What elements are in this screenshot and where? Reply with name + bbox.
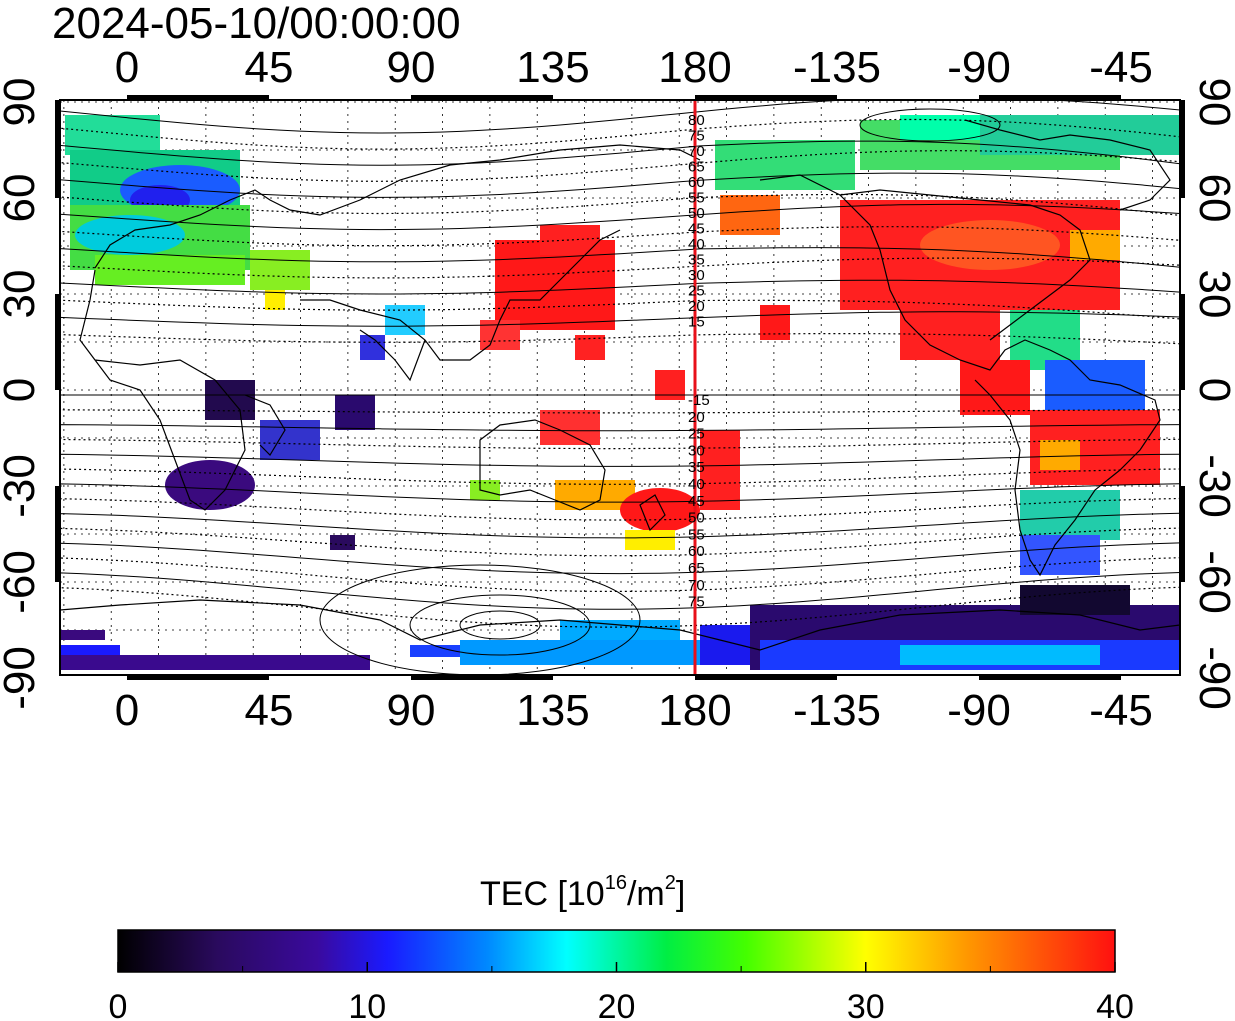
- y-tick-left-label: 60: [0, 174, 44, 223]
- contour-label-south: 50: [688, 510, 705, 527]
- contour-label-north: 25: [688, 283, 705, 300]
- contour-label-south: 60: [688, 543, 705, 560]
- contour-label-south: -15: [688, 392, 710, 409]
- frame-bar-right: [1180, 486, 1185, 582]
- frame-bar-left: [55, 100, 60, 198]
- frame-bar-top: [127, 95, 269, 100]
- y-tick-left-label: -30: [0, 454, 44, 518]
- contour-label-north: 55: [688, 190, 705, 207]
- x-tick-bottom-label: 45: [245, 686, 294, 735]
- colorbar-tick-label: 30: [847, 988, 885, 1021]
- colorbar-ticks: 0 10 20 30 40: [109, 962, 1134, 1021]
- y-axis-left-ticks: 90 60 30 0 -30 -60 -90: [0, 78, 44, 710]
- y-tick-right-label: 0: [1190, 378, 1235, 402]
- frame-bar-right: [1180, 100, 1185, 198]
- x-tick-top-label: -135: [793, 43, 881, 92]
- frame-bar-bottom: [979, 675, 1121, 680]
- contour-label-south: 65: [688, 560, 705, 577]
- x-tick-top-label: -45: [1089, 43, 1153, 92]
- colorbar-title: TEC [1016/m2]: [480, 872, 685, 913]
- x-tick-bottom-label: -45: [1089, 686, 1153, 735]
- contour-labels: 8075706560555045403530252015-15202530354…: [688, 112, 710, 611]
- y-tick-right-label: 30: [1190, 270, 1235, 319]
- contour-label-south: 30: [688, 442, 705, 459]
- x-tick-bottom-label: 180: [658, 686, 731, 735]
- y-tick-right-label: -30: [1190, 454, 1235, 518]
- contour-label-south: 75: [688, 594, 705, 611]
- contour-label-north: 60: [688, 174, 705, 191]
- contour-lines-dotted: [60, 118, 1180, 628]
- contour-label-north: 65: [688, 159, 705, 176]
- y-tick-right-label: -90: [1190, 646, 1235, 710]
- frame-bar-left: [55, 486, 60, 582]
- y-tick-left-label: 90: [0, 78, 44, 127]
- contour-label-north: 70: [688, 143, 705, 160]
- x-tick-bottom-label: 135: [516, 686, 589, 735]
- contour-label-north: 35: [688, 252, 705, 269]
- contour-label-south: 70: [688, 577, 705, 594]
- y-tick-left-label: -60: [0, 550, 44, 614]
- frame-scale-bars: [55, 95, 1185, 680]
- colorbar-tick-label: 40: [1096, 988, 1134, 1021]
- y-axis-right-ticks: 90 60 30 0 -30 -60 -90: [1190, 78, 1235, 710]
- x-tick-top-label: 0: [115, 43, 139, 92]
- contour-label-south: 35: [688, 459, 705, 476]
- x-tick-bottom-label: -135: [793, 686, 881, 735]
- frame-bar-bottom: [411, 675, 553, 680]
- colorbar-tick-label: 20: [598, 988, 636, 1021]
- x-tick-bottom-label: -90: [947, 686, 1011, 735]
- y-tick-right-label: 90: [1190, 78, 1235, 127]
- x-tick-top-label: 180: [658, 43, 731, 92]
- colorbar-tick-label: 0: [109, 988, 128, 1021]
- colorbar-tick-label: 10: [348, 988, 386, 1021]
- x-tick-bottom-label: 0: [115, 686, 139, 735]
- y-tick-left-label: 0: [0, 378, 44, 402]
- contour-label-south: 40: [688, 476, 705, 493]
- frame-bar-top: [979, 95, 1121, 100]
- contour-label-north: 75: [688, 128, 705, 145]
- x-axis-bottom-ticks: 0 45 90 135 180 -135 -90 -45: [115, 686, 1153, 735]
- map-title: 2024-05-10/00:00:00: [52, 0, 461, 48]
- contour-label-north: 40: [688, 236, 705, 253]
- contour-label-north: 50: [688, 205, 705, 222]
- x-tick-top-label: 90: [387, 43, 436, 92]
- contour-label-north: 45: [688, 221, 705, 238]
- frame-bar-bottom: [127, 675, 269, 680]
- contour-label-south: 20: [688, 409, 705, 426]
- frame-bar-left: [55, 294, 60, 390]
- contour-label-north: 80: [688, 112, 705, 129]
- x-tick-top-label: 135: [516, 43, 589, 92]
- frame-bar-right: [1180, 294, 1185, 390]
- y-tick-left-label: 30: [0, 270, 44, 319]
- frame-bar-top: [695, 95, 837, 100]
- frame-bar-bottom: [695, 675, 837, 680]
- contour-label-south: 25: [688, 426, 705, 443]
- frame-bar-top: [411, 95, 553, 100]
- y-tick-right-label: 60: [1190, 174, 1235, 223]
- contour-label-south: 45: [688, 493, 705, 510]
- y-tick-right-label: -60: [1190, 550, 1235, 614]
- tec-data-layer: [60, 115, 1180, 670]
- x-tick-bottom-label: 90: [387, 686, 436, 735]
- x-tick-top-label: -90: [947, 43, 1011, 92]
- contour-label-south: 55: [688, 526, 705, 543]
- x-axis-top-ticks: 0 45 90 135 180 -135 -90 -45: [115, 43, 1153, 92]
- contour-label-north: 15: [688, 314, 705, 331]
- contour-lines: [60, 100, 1180, 675]
- coastlines: [60, 119, 1180, 651]
- contour-label-north: 20: [688, 298, 705, 315]
- contour-label-north: 30: [688, 267, 705, 284]
- x-tick-top-label: 45: [245, 43, 294, 92]
- y-tick-left-label: -90: [0, 646, 44, 710]
